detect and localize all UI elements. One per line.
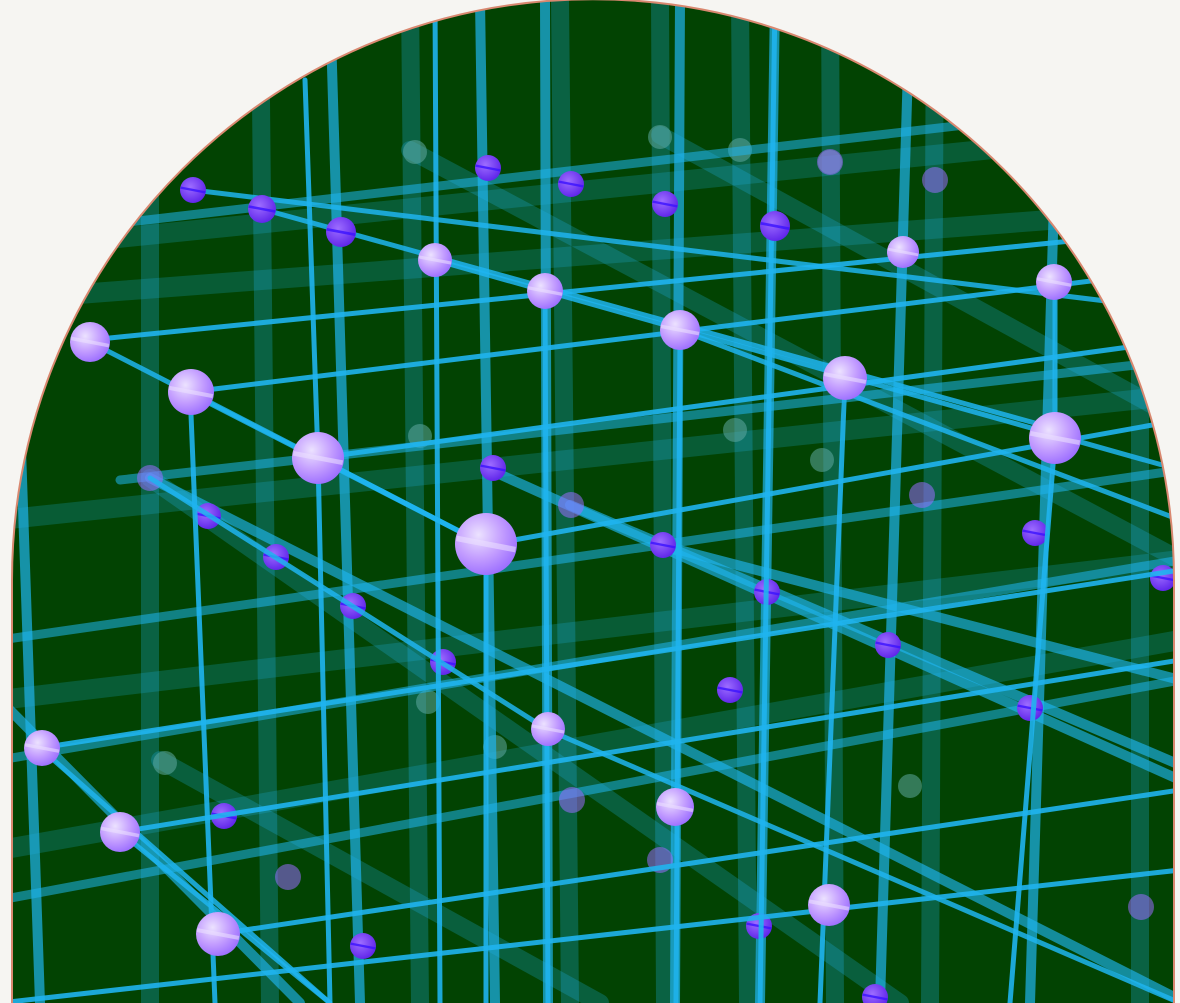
lattice-node [1017, 695, 1043, 721]
front-horizontal-rod [117, 657, 1174, 835]
lattice-node [648, 125, 672, 149]
lattice-node [418, 243, 452, 277]
front-diagonal-rod [147, 475, 551, 733]
lattice-node [196, 912, 240, 956]
lattice-node [760, 211, 790, 241]
back-vertical-rod [401, 0, 429, 1003]
front-horizontal-rod [87, 227, 1174, 343]
lattice-node [652, 191, 678, 217]
lattice-node [823, 356, 867, 400]
lattice-node [416, 690, 440, 714]
front-vertical-rod [673, 327, 683, 1003]
front-diagonal-rod [545, 727, 1174, 1003]
lattice-node [403, 140, 427, 164]
viewport-border [11, 0, 1175, 1003]
lattice-node [887, 236, 919, 268]
lattice-node [922, 167, 948, 193]
lattice-node [660, 310, 700, 350]
lattice-node [1029, 412, 1081, 464]
front-horizontal-rod [12, 867, 1174, 1003]
lattice-node [650, 532, 676, 558]
lattice-node [1022, 520, 1048, 546]
front-horizontal-rod [315, 337, 1174, 461]
lattice-node [455, 513, 517, 575]
lattice-node [817, 149, 843, 175]
front-vertical-rod [1007, 437, 1058, 1003]
lattice-node [275, 864, 301, 890]
lattice-node [24, 730, 60, 766]
lattice-node [558, 492, 584, 518]
front-lattice-nodes [24, 177, 1081, 956]
lattice-node [1036, 264, 1072, 300]
back-horizontal-rod [12, 200, 1174, 310]
lattice-node [559, 787, 585, 813]
lattice-node [717, 677, 743, 703]
mid-vertical-rod [15, 415, 45, 1003]
front-horizontal-rod [37, 567, 1174, 751]
front-diagonal-rod [259, 206, 1063, 433]
lattice-node [909, 482, 935, 508]
lattice-node [480, 455, 506, 481]
lattice-node [326, 217, 356, 247]
lattice-node [100, 812, 140, 852]
lattice-node [1128, 894, 1154, 920]
lattice-node [808, 884, 850, 926]
front-vertical-rod [757, 0, 778, 1003]
lattice-node [350, 933, 376, 959]
back-vertical-rod [731, 0, 757, 1003]
lattice-node [70, 322, 110, 362]
lattice-node [810, 448, 834, 472]
back-horizontal-rod [12, 550, 1174, 710]
lattice-node [558, 171, 584, 197]
back-vertical-rod [251, 0, 279, 1003]
lattice-node [292, 432, 344, 484]
lattice-node [527, 273, 563, 309]
lattice-node [875, 632, 901, 658]
front-vertical-rod [542, 287, 551, 1003]
lattice-node [656, 788, 694, 826]
lattice-node [248, 195, 276, 223]
lattice-node [723, 418, 747, 442]
lattice-node [898, 774, 922, 798]
lattice-node [862, 984, 888, 1003]
lattice-node [168, 369, 214, 415]
lattice-node [531, 712, 565, 746]
back-diagonal-rod [151, 751, 609, 1003]
front-horizontal-rod [215, 787, 1174, 937]
mid-horizontal-rod [12, 675, 1174, 905]
lattice-node [475, 155, 501, 181]
front-vertical-rod [315, 455, 333, 1003]
front-diagonal-rod [315, 455, 489, 548]
back-vertical-rod [651, 0, 674, 1003]
lattice-node [153, 751, 177, 775]
front-diagonal-rod [190, 187, 1174, 313]
front-vertical-rod [432, 0, 443, 1003]
front-diagonal-rod [677, 327, 1174, 523]
front-vertical-rod [302, 77, 321, 461]
back-horizontal-rod [12, 630, 1174, 860]
lattice-node [180, 177, 206, 203]
